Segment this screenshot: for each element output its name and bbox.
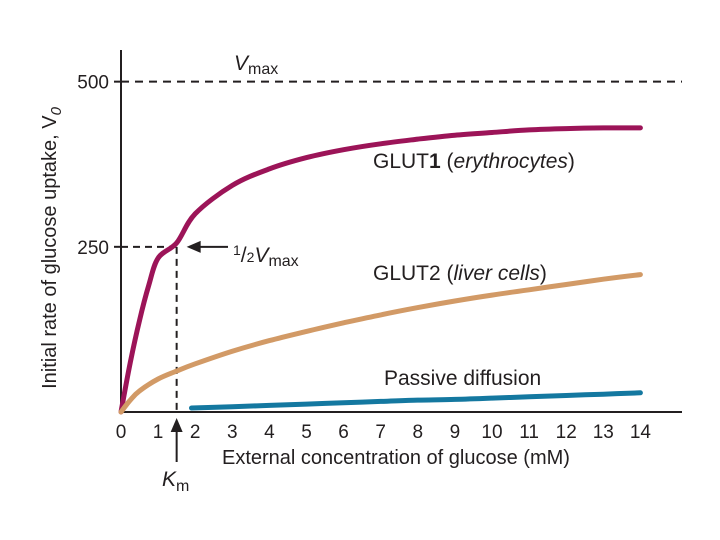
half-vmax-arrow-head bbox=[186, 240, 201, 253]
x-tick-label: 1 bbox=[153, 422, 164, 443]
km-arrow-head bbox=[170, 418, 183, 432]
glut1-label: GLUT1 (erythrocytes) bbox=[373, 150, 575, 173]
x-tick-label: 12 bbox=[556, 422, 577, 443]
km-label: Km bbox=[162, 468, 189, 495]
glut1-curve bbox=[118, 125, 643, 415]
x-tick-label: 9 bbox=[450, 422, 461, 443]
x-tick-label: 8 bbox=[413, 422, 424, 443]
x-tick-label: 2 bbox=[190, 422, 201, 443]
x-tick-label: 6 bbox=[338, 422, 349, 443]
axes bbox=[114, 50, 682, 413]
passive-diffusion-curve bbox=[189, 390, 643, 411]
x-axis-label: External concentration of glucose (mM) bbox=[222, 447, 570, 469]
y-tick-label: 250 bbox=[77, 238, 109, 259]
glut2-curve bbox=[118, 272, 643, 415]
half-vmax-label: 1/2Vmax bbox=[233, 242, 299, 270]
x-tick-label: 0 bbox=[116, 422, 127, 443]
y-axis-label: Initial rate of glucose uptake, V0 bbox=[39, 106, 65, 389]
guide-lines bbox=[121, 80, 682, 462]
glut2-label: GLUT2 (liver cells) bbox=[373, 262, 547, 285]
vmax-label: Vmax bbox=[234, 52, 278, 78]
x-tick-label: 4 bbox=[264, 422, 275, 443]
x-tick-label: 5 bbox=[301, 422, 312, 443]
x-tick-label: 13 bbox=[593, 422, 614, 443]
series-lines bbox=[118, 125, 643, 415]
x-tick-label: 14 bbox=[630, 422, 652, 443]
x-tick-label: 10 bbox=[481, 422, 502, 443]
x-tick-label: 3 bbox=[227, 422, 238, 443]
x-tick-label: 7 bbox=[375, 422, 386, 443]
x-tick-label: 11 bbox=[519, 422, 539, 443]
y-tick-label: 500 bbox=[77, 73, 109, 94]
passive-diffusion-label: Passive diffusion bbox=[384, 367, 541, 390]
